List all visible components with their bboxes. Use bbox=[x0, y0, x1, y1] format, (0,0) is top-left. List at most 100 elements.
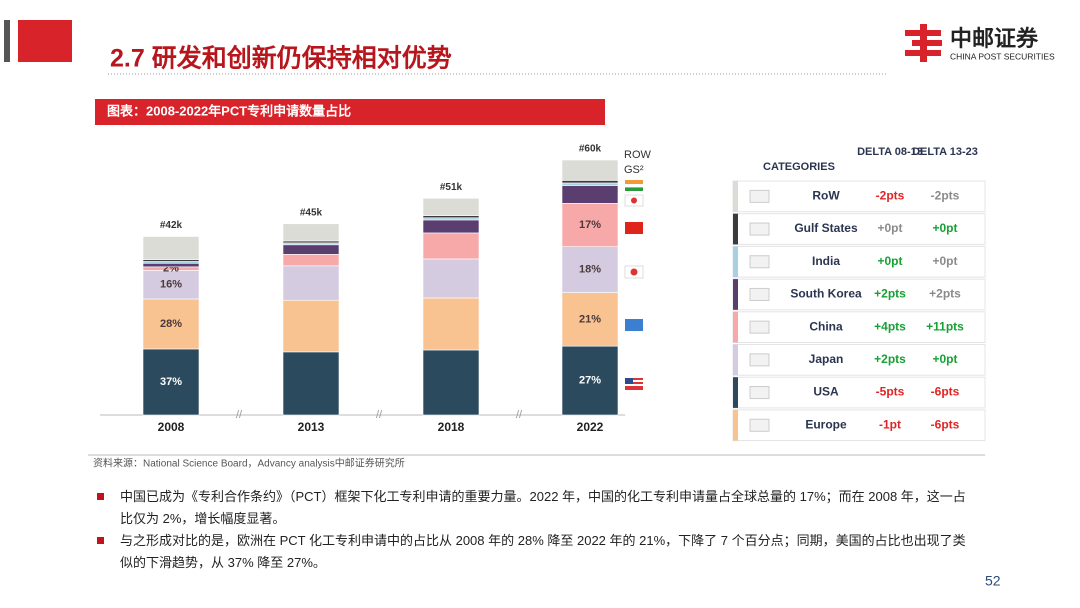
logo-icon bbox=[905, 24, 942, 62]
bar-segment bbox=[561, 182, 619, 186]
x-tick-label: 2018 bbox=[438, 420, 465, 434]
row-swatch bbox=[733, 311, 738, 343]
bar-segment bbox=[561, 292, 619, 347]
row-delta: -1pt bbox=[879, 417, 901, 431]
row-flag bbox=[749, 287, 770, 301]
bar-segment bbox=[561, 159, 619, 181]
bar-segment bbox=[142, 262, 200, 268]
row-delta: +0pt bbox=[932, 352, 957, 366]
row-flag bbox=[749, 353, 770, 367]
bar-segment bbox=[282, 254, 340, 267]
row-swatch bbox=[733, 213, 738, 245]
row-delta: +11pts bbox=[926, 319, 964, 333]
axis-break: // // // bbox=[236, 409, 523, 421]
row-swatch bbox=[733, 344, 738, 376]
slide-title: 2.7 研发和创新仍保持相对优势 bbox=[110, 44, 452, 73]
bar-segment bbox=[422, 232, 480, 260]
total-label: #42k bbox=[160, 220, 183, 231]
table-row bbox=[732, 311, 986, 343]
bar-segment bbox=[561, 185, 619, 204]
legend-flags bbox=[624, 180, 644, 390]
row-category: China bbox=[809, 319, 843, 333]
total-label: #60k bbox=[579, 144, 602, 155]
data-label: 21% bbox=[579, 313, 601, 325]
bar-segment bbox=[282, 223, 340, 242]
bar-segment bbox=[282, 265, 340, 301]
bullet: 与之形成对比的是，欧洲在 PCT 化工专利申请中的占比从 2008 年的 28%… bbox=[120, 533, 966, 570]
deco-block bbox=[18, 20, 72, 62]
bar-segment bbox=[422, 297, 480, 351]
row-flag bbox=[749, 320, 770, 334]
bullet: 中国已成为《专利合作条约》（PCT）框架下化工专利申请的重要力量。2022 年，… bbox=[120, 489, 966, 526]
svg-text://: // bbox=[236, 409, 243, 421]
row-delta: +2pts bbox=[874, 352, 906, 366]
bar-segment bbox=[561, 345, 619, 416]
row-flag bbox=[749, 222, 770, 236]
page-number: 52 bbox=[985, 573, 1001, 589]
x-tick-label: 2022 bbox=[577, 420, 604, 434]
x-tick-label: 2013 bbox=[298, 420, 325, 434]
table-row bbox=[732, 344, 986, 376]
row-swatch bbox=[733, 409, 738, 441]
row-delta: -2pts bbox=[931, 189, 960, 203]
chart-title: 图表：2008-2022年PCT专利申请数量占比 bbox=[107, 103, 351, 118]
bar-segment bbox=[561, 180, 619, 184]
bar-segment bbox=[422, 217, 480, 221]
row-swatch bbox=[733, 279, 738, 310]
row-category: Japan bbox=[809, 352, 844, 366]
bar-segment bbox=[142, 236, 200, 261]
bar-segment bbox=[561, 203, 619, 248]
row-delta: +0pt bbox=[877, 221, 902, 235]
table-header: DELTA 08-13 bbox=[857, 146, 923, 158]
bar-segment bbox=[422, 258, 480, 299]
row-category: Europe bbox=[805, 417, 847, 431]
bar-segment bbox=[282, 244, 340, 255]
row-delta: +0pt bbox=[932, 221, 957, 235]
legend-note: GS² bbox=[624, 164, 644, 176]
row-delta: +2pts bbox=[874, 287, 906, 301]
total-label: #51k bbox=[440, 182, 463, 193]
row-flag bbox=[749, 189, 770, 203]
row-delta: +0pt bbox=[932, 254, 957, 268]
row-flag bbox=[749, 418, 770, 432]
row-flag bbox=[749, 386, 770, 400]
bar-segment bbox=[282, 351, 340, 416]
data-label: 28% bbox=[160, 318, 182, 330]
table-row bbox=[732, 376, 986, 409]
table-row bbox=[732, 180, 986, 213]
svg-text://: // bbox=[516, 409, 523, 421]
data-label: 16% bbox=[160, 279, 182, 291]
bar-segment bbox=[422, 349, 480, 416]
table-header: DELTA 13-23 bbox=[912, 146, 978, 158]
row-delta: -6pts bbox=[931, 385, 960, 399]
data-label: 27% bbox=[579, 374, 601, 386]
data-label: 18% bbox=[579, 264, 601, 276]
bar-segment bbox=[142, 298, 200, 350]
bullet-marker bbox=[97, 493, 104, 500]
data-label: 17% bbox=[579, 219, 601, 231]
row-category: India bbox=[812, 254, 840, 268]
row-flag bbox=[749, 255, 770, 269]
data-label: 37% bbox=[160, 376, 182, 388]
svg-text://: // bbox=[376, 409, 383, 421]
chart-caption-bar bbox=[95, 99, 605, 125]
bar-segment bbox=[422, 219, 480, 234]
row-category: Gulf States bbox=[794, 221, 858, 235]
bar-segment bbox=[422, 215, 480, 219]
row-delta: +2pts bbox=[929, 287, 961, 301]
logo-cn: 中邮证券 bbox=[950, 26, 1039, 51]
total-label: #45k bbox=[300, 207, 323, 218]
bar-segment bbox=[142, 270, 200, 300]
logo-en: CHINA POST SECURITIES bbox=[950, 51, 1055, 61]
row-swatch bbox=[733, 181, 738, 212]
legend-note: ROW bbox=[624, 149, 652, 161]
deco-bar bbox=[4, 20, 10, 62]
row-swatch bbox=[733, 246, 738, 278]
x-tick-label: 2008 bbox=[158, 420, 185, 434]
bar-segment bbox=[422, 197, 480, 216]
row-delta: -5pts bbox=[876, 385, 905, 399]
row-category: South Korea bbox=[790, 287, 862, 301]
row-swatch bbox=[733, 377, 738, 408]
